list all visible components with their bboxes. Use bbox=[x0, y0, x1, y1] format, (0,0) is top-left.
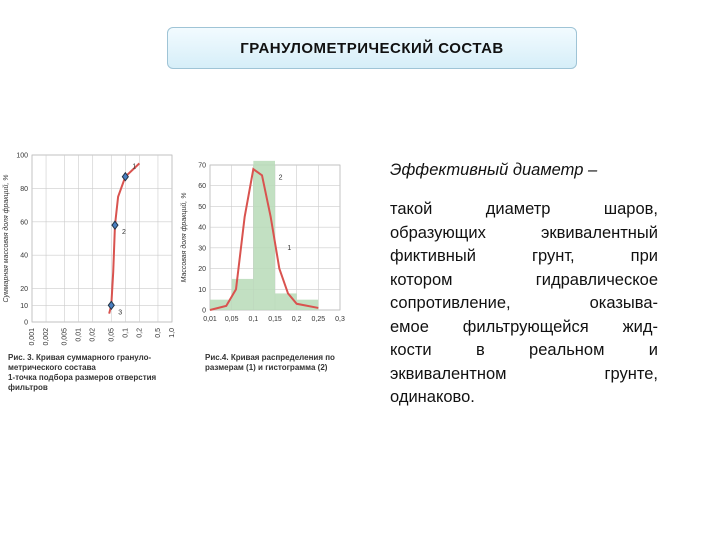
y-tick-label: 10 bbox=[20, 303, 28, 310]
annotation: 3 bbox=[118, 309, 122, 316]
text-block: Эффективный диаметр – такой диаметр шаро… bbox=[390, 158, 658, 410]
y-tick-label: 30 bbox=[198, 245, 206, 252]
histogram-bar bbox=[210, 299, 232, 310]
text-line: кости в реальном и bbox=[390, 341, 658, 359]
x-tick-label: 0,01 bbox=[76, 328, 83, 342]
x-tick-label: 0,3 bbox=[335, 316, 345, 323]
text-line: емое фильтрующейся жид- bbox=[390, 317, 658, 336]
caption: фильтров bbox=[8, 383, 48, 392]
y-tick-label: 40 bbox=[20, 253, 28, 260]
text-line: фиктивный грунт, при bbox=[390, 247, 658, 265]
text-line: эквивалентном грунте, bbox=[390, 364, 658, 383]
histogram-bar bbox=[253, 160, 275, 310]
paragraph: такой диаметр шаров, образующих эквивален… bbox=[390, 198, 658, 410]
text-line: котором гидравлическое bbox=[390, 270, 658, 289]
x-tick-label: 0,2 bbox=[136, 328, 143, 338]
x-tick-label: 0,001 bbox=[29, 328, 36, 346]
x-tick-label: 0,002 bbox=[43, 328, 50, 346]
caption: Рис. 3. Кривая суммарного грануло- bbox=[8, 353, 152, 362]
caption: метрического состава bbox=[8, 363, 96, 372]
x-tick-label: 0,15 bbox=[268, 316, 282, 323]
y-tick-label: 20 bbox=[20, 286, 28, 293]
y-tick-label: 10 bbox=[198, 287, 206, 294]
x-tick-label: 0,1 bbox=[248, 316, 258, 323]
y-axis-label: Массовая доля фракций, % bbox=[180, 193, 188, 283]
annotation: 1 bbox=[287, 245, 291, 252]
histogram-bar bbox=[296, 299, 319, 310]
x-tick-label: 0,2 bbox=[292, 316, 302, 323]
point-marker bbox=[111, 220, 119, 230]
x-tick-label: 0,5 bbox=[155, 328, 162, 338]
annotation: 1 bbox=[132, 164, 136, 171]
y-tick-label: 60 bbox=[198, 183, 206, 190]
y-tick-label: 0 bbox=[24, 320, 28, 327]
text-line: такой диаметр шаров, bbox=[390, 200, 658, 218]
histogram-bar bbox=[275, 293, 297, 310]
histogram-bar bbox=[231, 278, 254, 310]
text-line: образующих эквивалентный bbox=[390, 223, 658, 242]
annotation: 2 bbox=[122, 229, 126, 236]
plot-area bbox=[31, 154, 173, 323]
y-tick-label: 100 bbox=[16, 153, 28, 160]
x-tick-label: 0,05 bbox=[108, 328, 115, 342]
heading: Эффективный диаметр – bbox=[390, 161, 598, 179]
x-tick-label: 0,1 bbox=[122, 328, 129, 338]
caption: Рис.4. Кривая распределения по bbox=[205, 353, 335, 362]
text-line: сопротивление, оказыва- bbox=[390, 294, 658, 312]
y-tick-label: 40 bbox=[198, 225, 206, 232]
annotation: 2 bbox=[279, 174, 283, 181]
y-tick-label: 50 bbox=[198, 204, 206, 211]
point-marker bbox=[121, 171, 129, 182]
x-tick-label: 0,05 bbox=[225, 316, 239, 323]
y-tick-label: 60 bbox=[20, 219, 28, 226]
title-box: ГРАНУЛОМЕТРИЧЕСКИЙ СОСТАВ bbox=[167, 27, 577, 69]
y-tick-label: 20 bbox=[198, 266, 206, 273]
x-tick-label: 0,01 bbox=[203, 316, 217, 323]
y-tick-label: 80 bbox=[20, 186, 28, 193]
x-tick-label: 1,0 bbox=[169, 328, 176, 338]
x-tick-label: 0,02 bbox=[90, 328, 97, 342]
text-line: одинаково. bbox=[390, 388, 475, 406]
caption: 1-точка подбора размеров отверстия bbox=[8, 373, 157, 382]
y-tick-label: 0 bbox=[202, 308, 206, 315]
point-marker bbox=[107, 300, 115, 311]
y-axis-label: Суммарная массовая доля фракций, % bbox=[2, 174, 10, 302]
slide-title: ГРАНУЛОМЕТРИЧЕСКИЙ СОСТАВ bbox=[240, 39, 504, 57]
y-tick-label: 70 bbox=[198, 163, 206, 170]
curve bbox=[209, 167, 319, 311]
x-tick-label: 0,005 bbox=[62, 328, 69, 346]
x-tick-label: 0,25 bbox=[312, 316, 326, 323]
caption: размерам (1) и гистограмма (2) bbox=[205, 363, 328, 372]
